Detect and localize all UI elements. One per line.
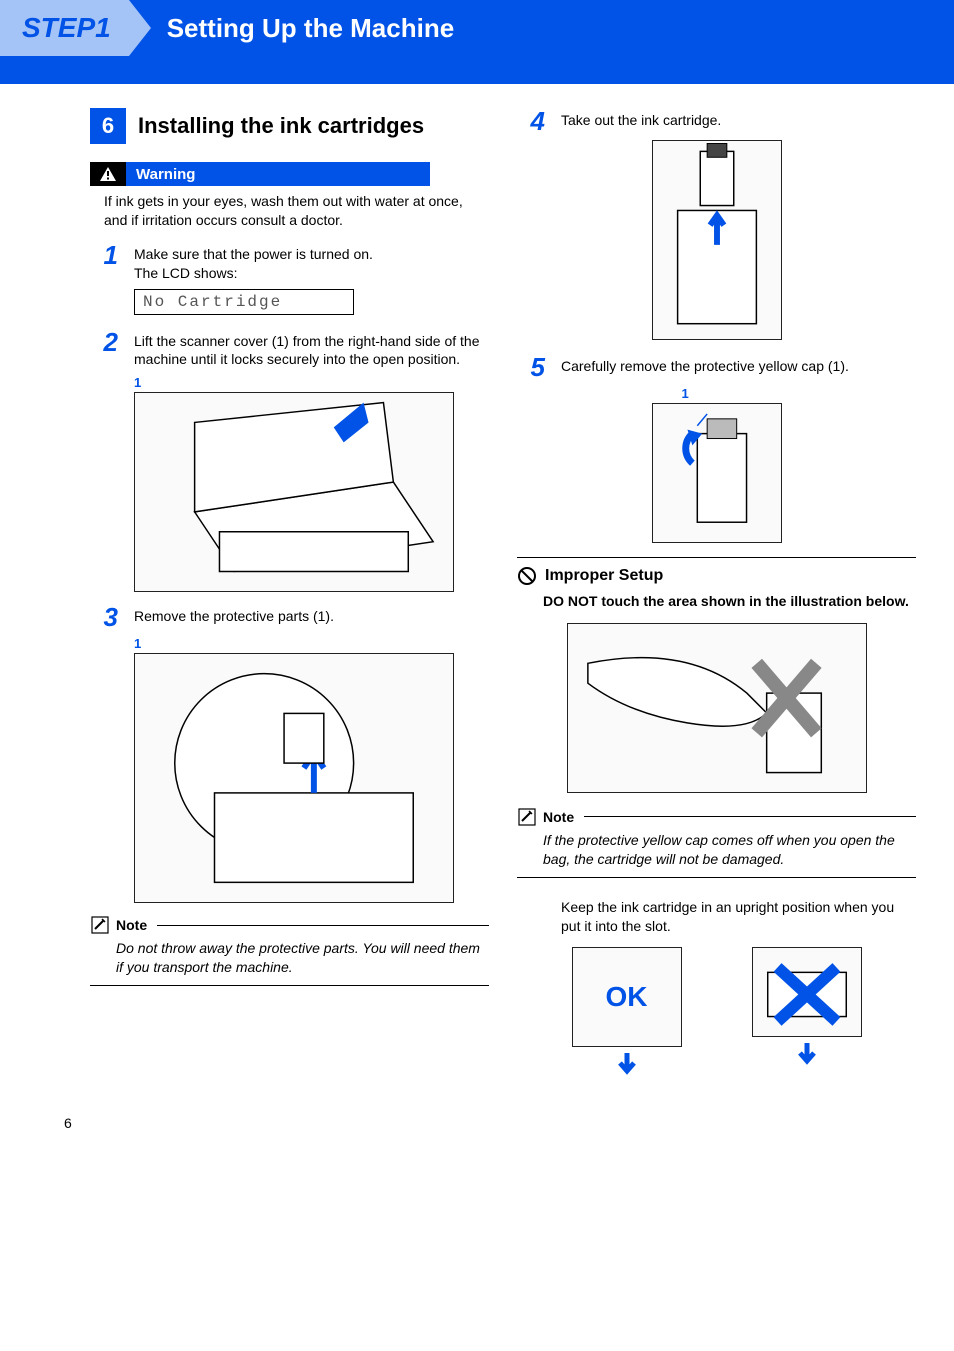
step-number: 4	[517, 108, 545, 134]
step-text-line2: The LCD shows:	[134, 265, 237, 281]
step-1: 1 Make sure that the power is turned on.…	[90, 242, 489, 283]
upright-text: Keep the ink cartridge in an upright pos…	[517, 888, 916, 936]
section-header: 6 Installing the ink cartridges	[90, 108, 489, 144]
note-header: Note	[517, 807, 916, 827]
step-number: 5	[517, 354, 545, 380]
content-area: 6 Installing the ink cartridges Warning …	[0, 84, 954, 1101]
section-number-badge: 6	[90, 108, 126, 144]
illustration-touch	[517, 623, 916, 793]
illustration-cap: 1	[517, 386, 916, 543]
step-4: 4 Take out the ink cartridge.	[517, 108, 916, 134]
note-body: Do not throw away the protective parts. …	[90, 935, 489, 983]
illustration-protective: 1	[134, 636, 489, 903]
note-body: If the protective yellow cap comes off w…	[517, 827, 916, 875]
note-rule	[157, 925, 489, 926]
callout-label: 1	[682, 386, 782, 401]
left-column: 6 Installing the ink cartridges Warning …	[90, 108, 489, 1091]
note-icon	[517, 807, 537, 827]
cartridge-bag-illustration	[652, 140, 782, 340]
step-2: 2 Lift the scanner cover (1) from the ri…	[90, 329, 489, 370]
right-column: 4 Take out the ink cartridge. 5 Carefull…	[517, 108, 916, 1091]
step-3: 3 Remove the protective parts (1).	[90, 604, 489, 630]
improper-body: DO NOT touch the area shown in the illus…	[517, 586, 916, 617]
step-text-line1: Make sure that the power is turned on.	[134, 246, 373, 262]
page-number: 6	[0, 1101, 954, 1155]
header-banner: STEP1 Setting Up the Machine	[0, 0, 954, 56]
chevron-icon	[129, 0, 151, 56]
scanner-cover-illustration	[134, 392, 454, 592]
bad-cartridge-illustration	[752, 947, 862, 1037]
step-text: Make sure that the power is turned on. T…	[134, 242, 489, 283]
improper-setup-header: Improper Setup	[517, 557, 916, 586]
warning-icon	[90, 162, 126, 186]
section-title: Installing the ink cartridges	[138, 113, 424, 139]
bad-example	[752, 947, 862, 1075]
note-header: Note	[90, 915, 489, 935]
note-title: Note	[116, 917, 147, 933]
callout-label: 1	[134, 636, 489, 651]
note-rule	[584, 816, 916, 817]
down-arrow-icon	[572, 1051, 682, 1075]
ok-bad-row: OK	[517, 947, 916, 1075]
down-arrow-icon	[752, 1041, 862, 1065]
step-text: Remove the protective parts (1).	[134, 604, 489, 630]
warning-text: If ink gets in your eyes, wash them out …	[90, 192, 489, 230]
step-number: 2	[90, 329, 118, 370]
warning-label: Warning	[126, 166, 195, 183]
note-icon	[90, 915, 110, 935]
header-strip	[0, 56, 954, 84]
yellow-cap-illustration	[652, 403, 782, 543]
prohibit-icon	[517, 566, 537, 586]
step-text: Carefully remove the protective yellow c…	[561, 354, 916, 380]
illustration-scanner: 1	[134, 375, 489, 592]
ok-label: OK	[606, 981, 648, 1013]
note-bottom-rule	[517, 877, 916, 878]
step-5: 5 Carefully remove the protective yellow…	[517, 354, 916, 380]
lcd-display: No Cartridge	[134, 289, 354, 315]
ok-cartridge-illustration: OK	[572, 947, 682, 1047]
step-number: 3	[90, 604, 118, 630]
note-bottom-rule	[90, 985, 489, 986]
step-text: Lift the scanner cover (1) from the righ…	[134, 329, 489, 370]
warning-bar: Warning	[90, 162, 430, 186]
protective-parts-illustration	[134, 653, 454, 903]
step-number: 1	[90, 242, 118, 283]
callout-label: 1	[134, 375, 489, 390]
do-not-touch-illustration	[567, 623, 867, 793]
note-right: Note If the protective yellow cap comes …	[517, 807, 916, 878]
step-label: STEP1	[0, 0, 129, 56]
illustration-bag	[517, 140, 916, 340]
ok-example: OK	[572, 947, 682, 1075]
step-text: Take out the ink cartridge.	[561, 108, 916, 134]
improper-title: Improper Setup	[545, 567, 663, 585]
note-title: Note	[543, 809, 574, 825]
note-left: Note Do not throw away the protective pa…	[90, 915, 489, 986]
header-title: Setting Up the Machine	[129, 0, 954, 56]
